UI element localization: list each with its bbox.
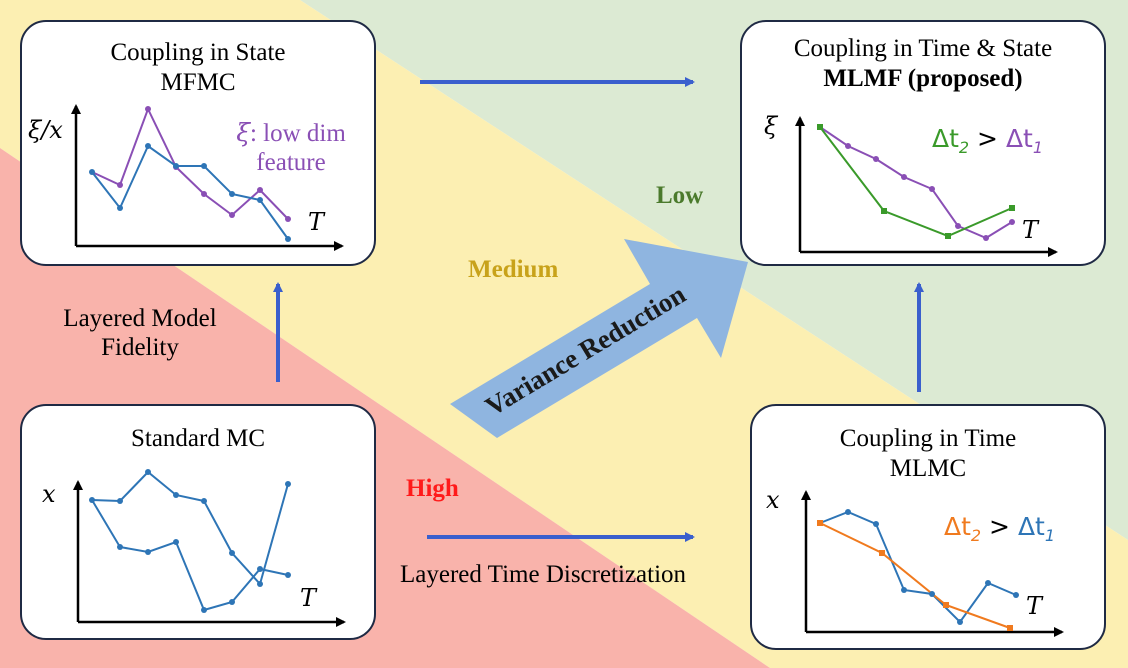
series-green [819,126,1013,238]
panel-mlmf-title: Coupling in Time & State [793,35,1053,62]
x-axis-label: T [300,584,317,612]
layered-model-label: Layered Model Fidelity [63,305,217,361]
series-blue [819,510,1017,624]
zone-high-label: High [406,475,459,502]
x-axis-label: T [1026,592,1043,620]
legend: Δt2 > Δt1 [932,124,1043,162]
series-path-1 [91,470,289,587]
series-purple [819,126,1013,240]
x-axis-label: T [1022,216,1039,244]
legend-text-line2: feature [256,149,326,176]
series-orange [819,522,1011,629]
legend-dt1: Δt1 [1017,512,1056,545]
x-axis-label: T [308,208,325,236]
legend-operator: > [969,124,1006,153]
legend: Δt2 > Δt1 [944,512,1055,550]
panel-mlmf-subtitle: MLMF (proposed) [823,65,1023,92]
legend-dt1: Δt1 [1005,124,1044,157]
panel-mfmc-subtitle: MFMC [160,69,236,96]
panel-mlmc-title: Coupling in Time [839,425,1017,452]
panel-standard-mc: Standard MC x T [20,404,376,640]
layered-time-label: Layered Time Discretization [400,561,687,588]
legend-symbol: ξ [236,118,250,147]
panel-mfmc-title: Coupling in State [110,39,286,66]
y-axis-label: ξ/x [28,116,63,144]
y-axis-label: x [42,480,56,508]
mfmc-plot [71,104,344,251]
series-purple [91,106,289,220]
panel-mlmc: Coupling in Time MLMC x T Δt2 > Δt1 [750,404,1106,650]
legend-dt2: Δt2 [932,124,970,157]
legend-text: : low dim [249,120,346,147]
panel-mfmc: Coupling in State MFMC ξ/x T ξ: low dim … [20,20,376,266]
panel-mc-title: Standard MC [130,425,266,452]
panel-mlmc-subtitle: MLMC [889,455,967,482]
series-path-2 [91,499,289,612]
legend: ξ: low dim feature [216,118,366,177]
y-axis-label: ξ [764,112,778,140]
legend-operator: > [981,512,1018,541]
mlmf-plot [795,116,1058,257]
legend-dt2: Δt2 [944,512,982,545]
zone-medium-label: Medium [468,256,559,283]
series-blue [91,144,289,240]
panel-mlmf: Coupling in Time & State MLMF (proposed)… [740,20,1106,266]
y-axis-label: x [766,486,780,514]
mlmc-plot [801,490,1064,637]
zone-low-label: Low [656,182,704,209]
mc-plot [73,469,346,627]
